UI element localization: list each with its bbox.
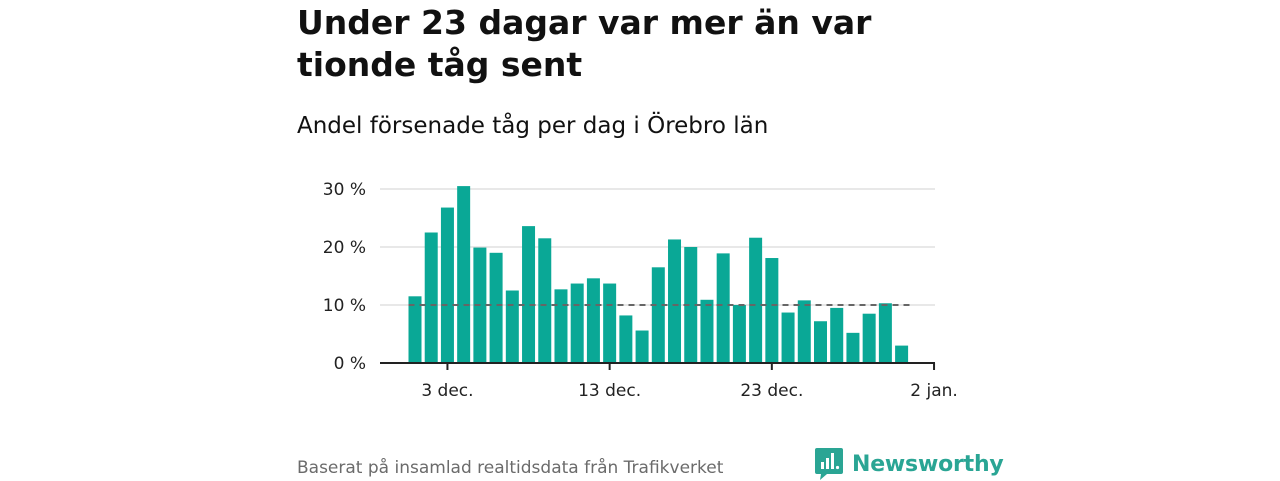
- bar: [440, 207, 454, 363]
- bar: [651, 267, 665, 363]
- x-tick-label: 2 jan.: [910, 381, 958, 401]
- bar: [895, 345, 909, 363]
- bar: [797, 300, 811, 363]
- x-tick-label: 23 dec.: [740, 381, 803, 401]
- bar: [538, 238, 552, 363]
- y-tick-label: 10 %: [323, 296, 366, 316]
- bar: [781, 312, 795, 363]
- x-tick-label: 3 dec.: [421, 381, 473, 401]
- bar: [862, 313, 876, 363]
- bar: [668, 239, 682, 363]
- chart-title: Under 23 dagar var mer än var tionde tåg…: [297, 3, 872, 84]
- newsworthy-logo-icon: [815, 448, 843, 480]
- bar: [684, 247, 698, 363]
- bar: [749, 237, 763, 363]
- bar: [457, 186, 471, 363]
- bar: [732, 305, 746, 363]
- bar: [716, 253, 730, 363]
- bar-chart: 0 % 10 % 20 % 30 % 3 dec. 13 dec. 23 dec. 2 ja…: [323, 180, 958, 401]
- y-tick-label: 20 %: [323, 238, 366, 258]
- brand-name: Newsworthy: [852, 451, 1004, 477]
- chart-subtitle: Andel försenade tåg per dag i Örebro län: [297, 113, 769, 139]
- y-axis-tick-labels: 0 % 10 % 20 % 30 %: [323, 180, 366, 374]
- bar: [846, 332, 860, 363]
- bar: [814, 321, 827, 363]
- bar: [554, 289, 568, 363]
- bar: [635, 330, 649, 363]
- bar: [878, 303, 892, 363]
- brand-logo: Newsworthy: [814, 447, 1004, 481]
- bar: [522, 226, 536, 363]
- x-tick-label: 13 dec.: [578, 381, 641, 401]
- y-tick-label: 30 %: [323, 180, 366, 200]
- x-axis: [380, 362, 936, 370]
- bar: [700, 299, 714, 363]
- bar: [489, 252, 503, 363]
- bar: [424, 232, 438, 363]
- y-tick-label: 0 %: [334, 354, 366, 374]
- bar: [765, 258, 779, 363]
- source-note: Baserat på insamlad realtidsdata från Tr…: [297, 458, 724, 478]
- bar: [603, 283, 617, 363]
- x-axis-tick-labels: 3 dec. 13 dec. 23 dec. 2 jan.: [421, 381, 957, 401]
- bar: [586, 278, 600, 363]
- bar: [619, 315, 633, 363]
- bar: [408, 296, 422, 363]
- bar: [570, 283, 584, 363]
- bar: [830, 307, 844, 363]
- bars: [408, 186, 909, 363]
- bar: [505, 290, 519, 363]
